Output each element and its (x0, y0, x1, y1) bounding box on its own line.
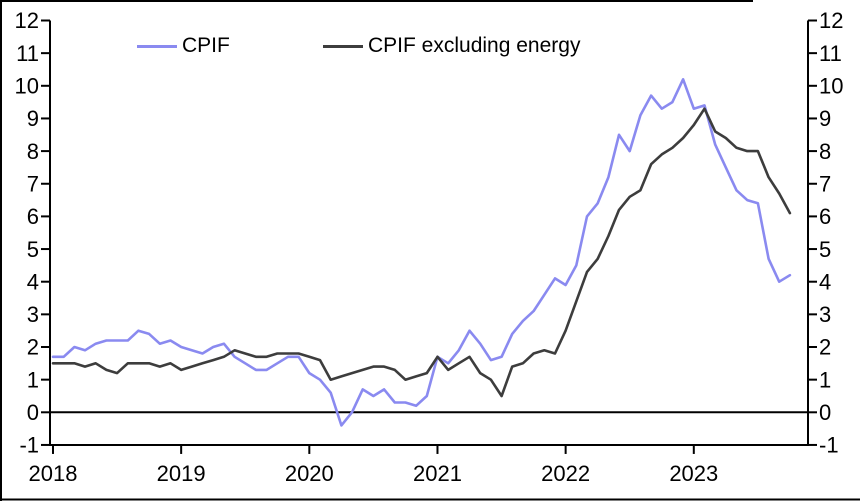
y-tick-label-left: 6 (27, 204, 39, 229)
y-tick-label-left: 5 (27, 237, 39, 262)
y-tick-label-right: 2 (819, 335, 831, 360)
y-tick-label-right: 10 (819, 74, 843, 99)
y-tick-label-right: -1 (819, 433, 839, 458)
y-tick-label-right: 3 (819, 302, 831, 327)
y-tick-label-right: 1 (819, 367, 831, 392)
y-tick-label-right: 12 (819, 8, 843, 33)
y-tick-label-left: 7 (27, 171, 39, 196)
x-tick-label: 2020 (285, 461, 334, 486)
x-tick-label: 2021 (413, 461, 462, 486)
y-tick-label-left: 8 (27, 139, 39, 164)
y-tick-label-right: 5 (819, 237, 831, 262)
y-tick-label-left: 1 (27, 367, 39, 392)
y-tick-label-right: 0 (819, 400, 831, 425)
y-tick-label-right: 11 (819, 41, 842, 66)
y-tick-label-left: 11 (16, 41, 39, 66)
x-tick-label: 2023 (669, 461, 718, 486)
y-tick-label-right: 9 (819, 106, 831, 131)
y-tick-label-left: 2 (27, 335, 39, 360)
y-tick-label-left: 9 (27, 106, 39, 131)
x-tick-label: 2019 (157, 461, 206, 486)
y-tick-label-left: -1 (19, 433, 39, 458)
y-tick-label-left: 0 (27, 400, 39, 425)
y-tick-label-left: 10 (15, 74, 39, 99)
y-tick-label-left: 12 (15, 8, 39, 33)
y-tick-label-right: 8 (819, 139, 831, 164)
x-tick-label: 2018 (29, 461, 78, 486)
y-tick-label-left: 3 (27, 302, 39, 327)
y-tick-label-right: 4 (819, 269, 831, 294)
y-tick-label-left: 4 (27, 269, 39, 294)
y-tick-label-right: 7 (819, 171, 831, 196)
y-tick-label-right: 6 (819, 204, 831, 229)
series-line-cpif (51, 78, 792, 427)
x-tick-label: 2022 (541, 461, 590, 486)
series-line-cpif-excluding-energy (51, 107, 792, 398)
